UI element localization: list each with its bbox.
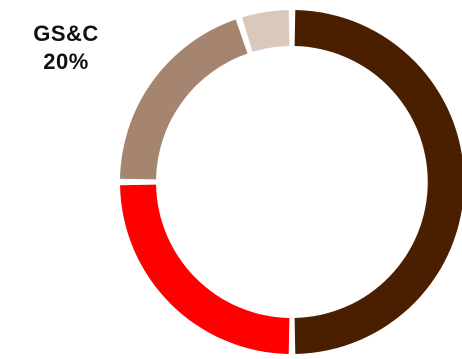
segment-value-label: 20% xyxy=(43,49,89,74)
donut-segment-segment-4 xyxy=(242,10,290,52)
segment-label: GS&C xyxy=(33,21,99,46)
donut-segment-segment-1 xyxy=(294,10,462,354)
donut-segment-gs-c xyxy=(120,19,248,180)
segment-callout: GS&C 20% xyxy=(14,20,118,76)
donut-segment-segment-2 xyxy=(120,184,290,354)
